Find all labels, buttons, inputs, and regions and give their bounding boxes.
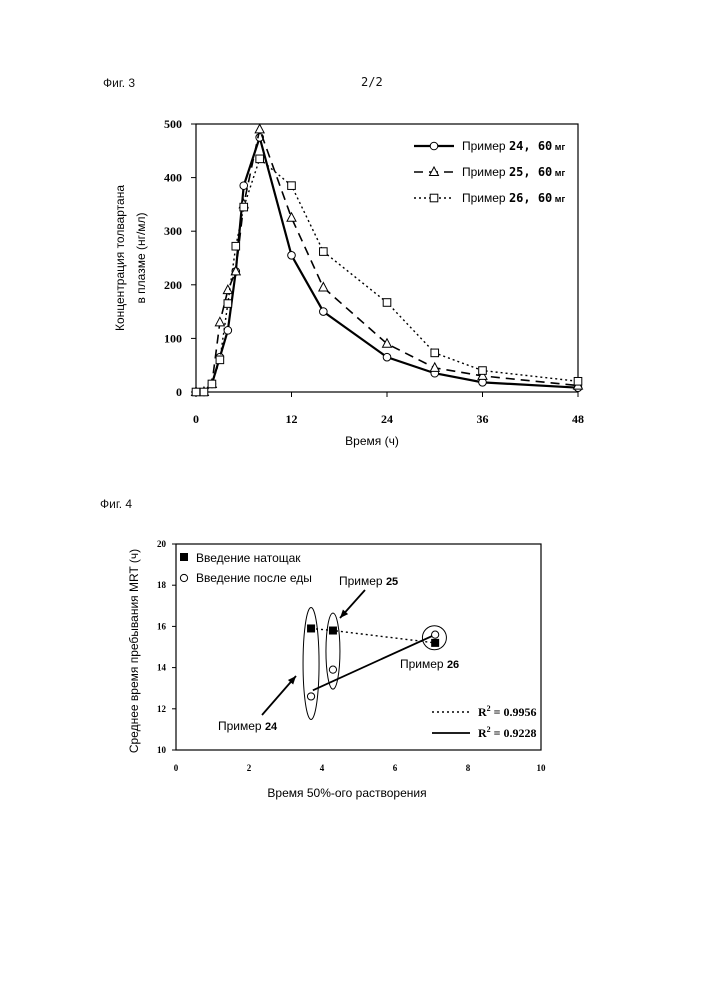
series-line-triangle: [196, 126, 579, 393]
legend-marker-square: [429, 193, 439, 203]
data-point-square: [430, 348, 440, 358]
legend-marker-triangle: [428, 165, 440, 176]
data-point-triangle: [318, 281, 329, 292]
data-point-square: [573, 376, 583, 386]
data-point-circle: [287, 251, 296, 260]
data-point-square: [191, 387, 201, 397]
legend-entry-square: Пример 26, 60 мг: [462, 191, 565, 205]
y-tick-label: 300: [164, 224, 182, 238]
data-point-circle: [382, 352, 392, 362]
legend-marker-circle: [429, 141, 439, 151]
data-point-square: [478, 366, 487, 375]
y-axis-title-line2: в плазме (нг/мл): [134, 212, 148, 303]
data-point-square: [287, 181, 296, 190]
y-tick-label: 400: [164, 171, 182, 185]
data-point-triangle: [214, 316, 226, 327]
y-axis-title-line1: Концентрация толвартана: [113, 185, 127, 331]
x-tick-label: 36: [477, 412, 489, 426]
figure-4-label: Фиг. 4: [100, 497, 133, 511]
data-point-triangle: [381, 337, 393, 348]
y-tick-label: 200: [164, 278, 182, 292]
data-point-triangle: [477, 369, 488, 380]
data-point-square: [207, 379, 217, 389]
data-point-triangle: [429, 361, 441, 372]
data-point-circle: [223, 326, 233, 335]
data-point-square: [199, 387, 209, 397]
data-point-triangle: [254, 123, 265, 134]
data-point-square: [231, 241, 241, 251]
x-tick-label: 48: [572, 412, 584, 426]
x-tick-label: 24: [381, 412, 393, 426]
data-point-square: [319, 247, 328, 256]
data-point-square: [215, 355, 225, 365]
data-point-circle: [239, 181, 249, 190]
data-point-triangle: [230, 265, 242, 276]
data-point-square: [239, 202, 249, 212]
x-tick-label: 0: [193, 412, 199, 426]
legend-entry-triangle: Пример 25, 60 мг: [462, 165, 565, 179]
x-axis-title: Время (ч): [345, 434, 399, 448]
y-tick-label: 500: [164, 117, 182, 131]
data-point-square: [382, 298, 392, 307]
y-tick-label: 100: [164, 331, 182, 345]
legend-entry-circle: Пример 24, 60 мг: [462, 139, 565, 153]
figure-3-label: Фиг. 3: [103, 76, 136, 90]
x-tick-label: 12: [286, 412, 298, 426]
data-point-square: [255, 154, 264, 164]
data-point-square: [223, 299, 233, 308]
data-point-circle: [319, 307, 328, 316]
y-tick-label: 0: [176, 385, 182, 399]
page-number: 2/2: [361, 75, 383, 89]
data-point-triangle: [286, 211, 297, 222]
data-point-triangle: [222, 284, 234, 295]
